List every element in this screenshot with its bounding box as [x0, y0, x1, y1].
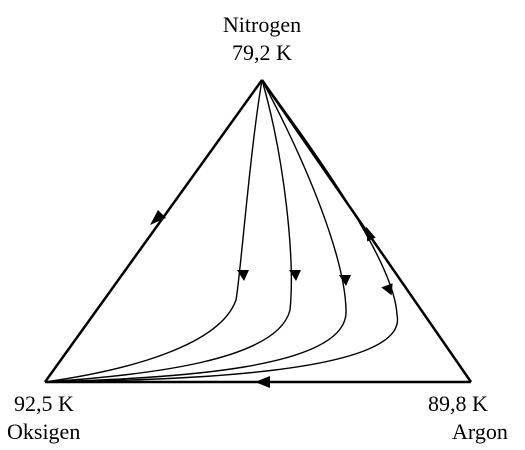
residue-curve-1	[44, 79, 263, 383]
top-vertex-component-label: Nitrogen	[222, 12, 302, 37]
arrowhead-right-edge	[366, 226, 376, 242]
bottom-left-vertex-temperature-label: 92,5 K	[14, 391, 74, 416]
arrowhead-curve-3	[339, 275, 351, 286]
top-vertex-temperature-label: 79,2 K	[232, 40, 292, 65]
arrowhead-curve-1	[237, 270, 249, 281]
triangle-edge-left	[43, 79, 264, 383]
residue-curve-3	[44, 79, 347, 383]
arrowhead-left-edge	[150, 210, 166, 225]
arrowhead-bottom-edge	[255, 376, 270, 388]
bottom-right-vertex-component-label: Argon	[452, 419, 508, 444]
arrowhead-curve-2	[289, 270, 301, 281]
bottom-left-vertex-component-label: Oksigen	[7, 419, 81, 444]
bottom-right-vertex-temperature-label: 89,8 K	[428, 391, 488, 416]
residue-curve-2	[44, 79, 292, 383]
residue-curve-4	[44, 79, 398, 383]
arrowhead-curve-4	[381, 283, 393, 296]
